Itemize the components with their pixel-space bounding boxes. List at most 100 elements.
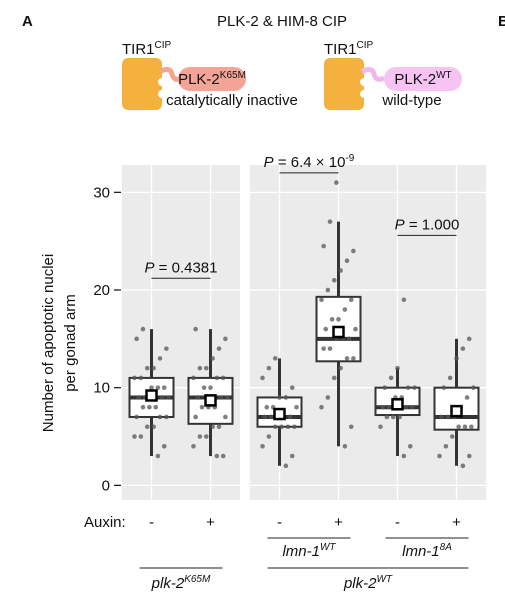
mean-marker bbox=[145, 389, 158, 402]
x-tick-label: + bbox=[206, 514, 215, 531]
data-point bbox=[287, 414, 293, 420]
tir1-shape bbox=[122, 58, 162, 110]
y-axis-label: Number of apoptotic nuclei bbox=[40, 254, 57, 432]
data-point bbox=[449, 434, 455, 439]
data-point bbox=[348, 424, 354, 430]
y-tick-label: 30 bbox=[93, 184, 110, 201]
target-label-part: PLK-2 bbox=[178, 71, 220, 88]
chart-title: PLK-2 & HIM-8 CIP bbox=[217, 13, 347, 30]
data-point bbox=[338, 365, 343, 371]
data-point bbox=[191, 443, 196, 449]
data-point bbox=[327, 219, 333, 224]
linker bbox=[158, 66, 184, 82]
group-label: plk-2WT bbox=[343, 574, 393, 592]
data-point bbox=[260, 375, 265, 381]
data-point bbox=[334, 180, 339, 185]
data-point bbox=[151, 365, 156, 371]
data-point bbox=[147, 404, 152, 410]
group-label-part: plk-2 bbox=[343, 575, 377, 592]
data-point bbox=[138, 434, 144, 439]
data-point bbox=[395, 365, 400, 371]
enzyme-label: TIR1CIP bbox=[122, 40, 172, 58]
group-label-part: lmn-1 bbox=[402, 543, 440, 560]
enzyme-label-part: TIR1 bbox=[324, 41, 357, 58]
data-point bbox=[164, 346, 169, 351]
data-point bbox=[388, 375, 394, 381]
mean-marker bbox=[204, 394, 217, 407]
data-point bbox=[161, 443, 167, 449]
p-value: P = 6.4 × 10-9 bbox=[264, 153, 355, 171]
y-tick-label: 0 bbox=[102, 477, 110, 494]
enzyme-label: TIR1CIP bbox=[324, 40, 374, 58]
data-point bbox=[464, 395, 470, 400]
data-point bbox=[412, 385, 417, 390]
p-value-part: P bbox=[264, 154, 274, 171]
p-value-part: = 1.000 bbox=[405, 216, 460, 233]
data-point bbox=[344, 356, 350, 361]
data-point bbox=[348, 297, 354, 303]
data-point bbox=[353, 326, 358, 332]
data-point bbox=[466, 453, 472, 459]
data-point bbox=[469, 424, 474, 430]
y-tick-label: 10 bbox=[93, 380, 110, 397]
data-point bbox=[159, 395, 165, 400]
x-tick-label: - bbox=[395, 514, 400, 531]
data-point bbox=[283, 395, 289, 400]
data-point bbox=[193, 414, 198, 420]
data-point bbox=[342, 443, 348, 449]
data-point bbox=[462, 424, 468, 430]
data-point bbox=[132, 434, 137, 439]
data-point bbox=[157, 356, 163, 361]
data-point bbox=[437, 453, 442, 459]
y-axis-label: per gonad arm bbox=[62, 294, 79, 392]
diagram-shapes bbox=[122, 58, 462, 110]
data-point bbox=[390, 414, 396, 420]
data-point bbox=[210, 424, 215, 430]
mean-marker bbox=[391, 398, 404, 411]
group-label: plk-2K65M bbox=[151, 574, 211, 592]
data-point bbox=[223, 336, 228, 342]
data-point bbox=[405, 385, 411, 390]
tir1-shape bbox=[324, 58, 364, 110]
data-point bbox=[294, 404, 299, 410]
data-point bbox=[220, 453, 226, 459]
target-label-part: K65M bbox=[220, 70, 246, 81]
data-point bbox=[262, 414, 267, 420]
data-point bbox=[272, 424, 278, 430]
data-point bbox=[351, 248, 356, 254]
data-point bbox=[401, 453, 407, 459]
target-label-part: WT bbox=[436, 70, 452, 81]
data-point bbox=[344, 258, 350, 264]
data-point bbox=[193, 326, 198, 332]
group-label: lmn-1WT bbox=[282, 542, 336, 560]
x-tick-label: + bbox=[452, 514, 461, 531]
x-axis-label: Auxin: bbox=[84, 514, 126, 531]
data-point bbox=[149, 385, 154, 390]
data-point bbox=[382, 385, 388, 390]
data-point bbox=[225, 395, 230, 400]
data-point bbox=[460, 463, 466, 469]
target-pill bbox=[384, 67, 462, 91]
data-point bbox=[329, 317, 335, 322]
data-point bbox=[378, 424, 383, 430]
data-point bbox=[201, 385, 207, 390]
data-point bbox=[166, 395, 171, 400]
data-point bbox=[216, 346, 222, 351]
data-point bbox=[441, 385, 447, 390]
y-tick-label: 20 bbox=[93, 282, 110, 299]
x-tick-label: - bbox=[149, 514, 154, 531]
data-point bbox=[342, 307, 348, 312]
target-label: PLK-2K65M bbox=[178, 70, 246, 88]
data-point bbox=[197, 434, 203, 439]
data-point bbox=[155, 385, 161, 390]
x-tick-label: - bbox=[277, 514, 282, 531]
data-point bbox=[268, 414, 274, 420]
data-point bbox=[454, 356, 459, 361]
data-point bbox=[292, 424, 297, 430]
group-label-part: WT bbox=[376, 574, 392, 585]
data-point bbox=[471, 385, 476, 390]
data-point bbox=[151, 424, 156, 430]
data-point bbox=[321, 243, 326, 249]
data-point bbox=[214, 375, 220, 381]
